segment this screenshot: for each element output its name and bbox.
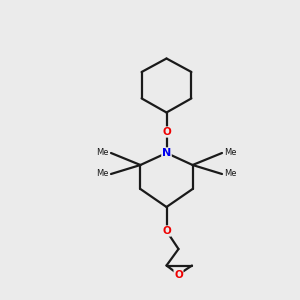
Text: O: O [162, 226, 171, 236]
Text: O: O [174, 269, 183, 280]
Text: Me: Me [224, 148, 237, 157]
Text: N: N [162, 148, 171, 158]
Text: Me: Me [96, 169, 109, 178]
Text: Me: Me [96, 148, 109, 157]
Text: Me: Me [224, 169, 237, 178]
Text: O: O [162, 127, 171, 137]
